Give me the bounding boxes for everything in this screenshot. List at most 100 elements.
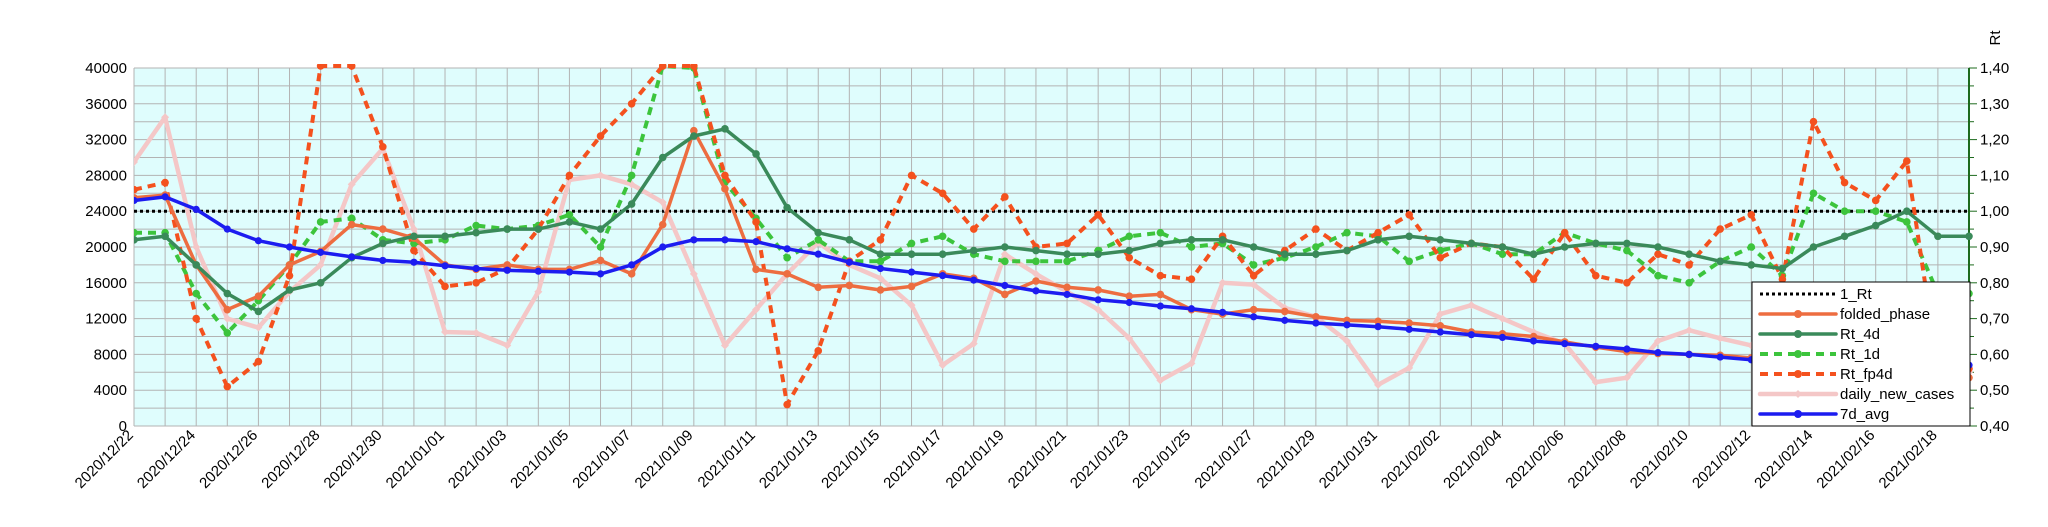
data-point-rt-4d xyxy=(627,200,636,208)
data-point-rt-fp4d xyxy=(907,171,916,180)
data-point-7d-avg xyxy=(1156,302,1164,310)
data-point-rt-4d xyxy=(1778,264,1787,273)
data-point-rt-4d xyxy=(969,246,978,255)
series-line-rt-1d xyxy=(134,64,1969,335)
data-point-7d-avg xyxy=(254,237,263,245)
x-tick-label: 2021/01/01 xyxy=(383,427,448,492)
data-point-rt-4d xyxy=(534,225,543,233)
data-point-daily-new-cases xyxy=(658,198,667,207)
data-point-rt-fp4d xyxy=(285,271,294,280)
data-point-folded-phase xyxy=(347,220,356,229)
data-point-folded-phase xyxy=(379,225,387,233)
data-point-7d-avg xyxy=(907,268,916,276)
data-point-rt-1d xyxy=(1809,189,1818,198)
data-point-rt-fp4d xyxy=(1125,253,1134,262)
data-point-7d-avg xyxy=(1685,350,1693,358)
data-point-daily-new-cases xyxy=(1498,314,1507,323)
data-point-rt-fp4d xyxy=(1063,239,1071,248)
data-point-rt-4d xyxy=(1716,257,1724,266)
legend-entry-rt-fp4d: Rt_fp4d xyxy=(1760,366,1893,383)
data-point-rt-4d xyxy=(1623,239,1631,248)
y2-tick-label: 1,20 xyxy=(1980,132,2009,149)
data-point-rt-fp4d xyxy=(1312,225,1320,233)
data-point-rt-4d xyxy=(223,289,232,298)
data-point-7d-avg xyxy=(1250,313,1258,321)
data-point-rt-fp4d xyxy=(596,132,605,140)
data-point-rt-4d xyxy=(1436,236,1445,244)
data-point-7d-avg xyxy=(939,272,947,280)
data-point-rt-4d xyxy=(752,150,760,158)
data-point-rt-fp4d xyxy=(1001,193,1009,201)
data-point-7d-avg xyxy=(285,243,294,251)
data-point-7d-avg xyxy=(1498,333,1507,341)
data-point-rt-fp4d xyxy=(192,314,201,323)
x-tick-label: 2021/02/04 xyxy=(1440,427,1505,492)
x-tick-label: 2021/02/18 xyxy=(1876,427,1941,492)
data-point-7d-avg xyxy=(970,276,978,284)
data-point-7d-avg xyxy=(1032,287,1040,295)
legend-marker-rt-1d xyxy=(1794,350,1802,358)
y2-tick-label: 1,10 xyxy=(1980,167,2009,184)
data-point-rt-1d xyxy=(347,214,356,223)
x-tick-label: 2021/01/23 xyxy=(1067,427,1132,492)
data-point-7d-avg xyxy=(317,248,325,256)
data-point-rt-4d xyxy=(596,225,605,233)
data-point-rt-1d xyxy=(938,232,947,241)
data-point-rt-fp4d xyxy=(1902,157,1911,165)
data-point-rt-fp4d xyxy=(1685,261,1693,269)
data-point-7d-avg xyxy=(752,238,760,246)
data-point-7d-avg xyxy=(1218,308,1227,316)
data-point-daily-new-cases xyxy=(254,323,263,332)
data-point-rt-4d xyxy=(1125,246,1134,255)
data-point-7d-avg xyxy=(161,193,169,201)
data-point-folded-phase xyxy=(627,270,636,278)
data-point-daily-new-cases xyxy=(1436,310,1445,319)
data-point-rt-fp4d xyxy=(1156,271,1165,280)
data-point-rt-fp4d xyxy=(379,142,387,151)
data-point-rt-fp4d xyxy=(134,185,138,194)
data-point-rt-fp4d xyxy=(441,282,449,291)
x-tick-label: 2020/12/22 xyxy=(72,427,137,492)
data-point-daily-new-cases xyxy=(752,305,761,314)
data-point-rt-fp4d xyxy=(1094,210,1102,219)
data-point-7d-avg xyxy=(1001,281,1009,290)
data-point-rt-4d xyxy=(192,261,201,269)
data-point-rt-1d xyxy=(907,239,916,248)
data-point-rt-4d xyxy=(876,250,885,258)
series-line-rt-4d xyxy=(134,127,1971,314)
data-point-rt-1d xyxy=(192,289,201,298)
data-point-7d-avg xyxy=(1281,316,1289,324)
data-point-daily-new-cases xyxy=(316,260,325,269)
data-point-folded-phase xyxy=(1125,292,1134,301)
data-point-rt-fp4d xyxy=(1374,228,1382,237)
data-point-rt-1d xyxy=(1001,257,1009,266)
data-point-rt-1d xyxy=(1063,257,1071,266)
data-point-daily-new-cases xyxy=(1374,380,1383,389)
y-tick-label: 8000 xyxy=(94,346,127,363)
data-point-7d-avg xyxy=(1592,342,1600,350)
x-tick-label: 2020/12/26 xyxy=(196,427,261,492)
legend-marker-rt-fp4d xyxy=(1794,370,1802,378)
data-point-folded-phase xyxy=(1001,290,1009,299)
legend-entry-1-rt: 1_Rt xyxy=(1760,286,1873,303)
data-point-rt-fp4d xyxy=(690,64,698,70)
data-point-rt-fp4d xyxy=(1187,275,1196,284)
x-tick-label: 2021/01/05 xyxy=(507,427,572,492)
x-tick-label: 2021/01/25 xyxy=(1129,427,1194,492)
data-point-rt-1d xyxy=(1405,257,1413,266)
data-point-7d-avg xyxy=(845,258,853,266)
series-rt-4d xyxy=(134,125,1973,316)
y2-tick-label: 0,80 xyxy=(1980,275,2009,292)
data-point-rt-1d xyxy=(472,221,480,230)
data-point-7d-avg xyxy=(1529,337,1538,345)
legend-entry-rt-1d: Rt_1d xyxy=(1760,346,1880,363)
data-point-daily-new-cases xyxy=(1467,301,1476,310)
data-point-folded-phase xyxy=(752,265,760,274)
data-point-7d-avg xyxy=(348,253,356,261)
x-tick-label: 2020/12/30 xyxy=(321,427,386,492)
data-point-rt-fp4d xyxy=(783,400,791,409)
data-point-7d-avg xyxy=(1405,325,1413,333)
data-point-rt-1d xyxy=(316,218,325,226)
data-point-rt-fp4d xyxy=(161,178,169,187)
data-point-daily-new-cases xyxy=(1094,305,1103,314)
